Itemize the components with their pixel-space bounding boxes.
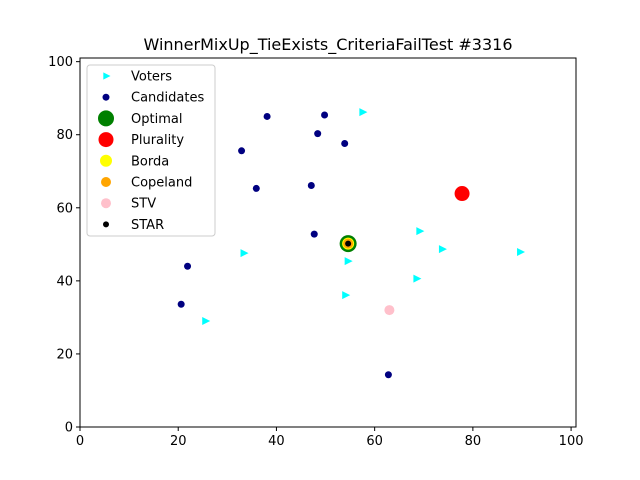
plot-frame	[79, 57, 577, 428]
legend-label-star: STAR	[131, 218, 164, 233]
voters-point-4	[517, 247, 526, 256]
candidates-point-1	[263, 112, 271, 120]
legend-label-copeland: Copeland	[131, 176, 192, 191]
legend-label-borda: Borda	[131, 154, 169, 169]
x-tick-label-20: 20	[170, 434, 187, 449]
y-axis: 0 20 40 60 80 100	[48, 55, 80, 436]
voters-point-1	[359, 108, 368, 117]
legend-marker-optimal	[98, 110, 114, 127]
x-tick-label-60: 60	[366, 434, 383, 449]
candidates-point-2	[321, 111, 329, 119]
voters-point-3	[438, 245, 447, 254]
legend-marker-candidates	[102, 93, 110, 101]
candidates-point-10	[184, 262, 192, 270]
legend-label-candidates: Candidates	[131, 91, 204, 106]
legend-marker-voters	[103, 72, 111, 80]
y-tick-label-40: 40	[56, 274, 73, 289]
star-point-1	[345, 240, 352, 247]
y-tick-label-0: 0	[65, 421, 73, 436]
legend-label-voters: Voters	[131, 70, 172, 85]
candidates-point-12	[384, 371, 392, 379]
candidates-point-7	[252, 184, 260, 192]
legend-label-optimal: Optimal	[131, 112, 182, 127]
y-tick-label-60: 60	[56, 201, 73, 216]
legend-marker-copeland	[101, 177, 111, 187]
plot-area	[177, 108, 526, 379]
voters-point-6	[344, 257, 353, 266]
x-tick-label-0: 0	[76, 434, 84, 449]
voters-point-9	[202, 317, 211, 326]
legend-label-stv: STV	[131, 197, 156, 212]
y-tick-label-100: 100	[48, 55, 73, 70]
stv-point-1	[384, 305, 395, 316]
chart-title: WinnerMixUp_TieExists_CriteriaFailTest #…	[143, 35, 512, 55]
legend-marker-plurality	[98, 132, 114, 148]
y-tick-label-20: 20	[56, 347, 73, 362]
candidates-point-3	[314, 130, 322, 138]
legend: Voters Candidates Optimal Plurality Borda Cop…	[86, 64, 216, 237]
candidates-point-5	[238, 147, 246, 155]
voters-point-2	[416, 227, 425, 236]
legend-marker-star	[103, 221, 109, 228]
x-tick-label-100: 100	[559, 434, 584, 449]
x-tick-label-40: 40	[268, 434, 285, 449]
voters-point-7	[413, 274, 422, 283]
candidates-point-4	[341, 139, 349, 147]
voters-point-5	[240, 249, 249, 258]
legend-label-plurality: Plurality	[131, 133, 184, 148]
legend-marker-borda	[100, 154, 112, 167]
candidates-point-6	[307, 182, 315, 190]
plurality-point-1	[454, 186, 470, 202]
candidates-point-8	[310, 230, 318, 238]
x-tick-label-80: 80	[465, 434, 482, 449]
voters-point-8	[342, 291, 351, 300]
candidates-point-11	[177, 300, 185, 308]
x-axis: 0 20 40 60 80 100	[76, 427, 584, 449]
legend-marker-stv	[101, 198, 111, 209]
legend-box	[86, 64, 216, 237]
y-tick-label-80: 80	[56, 128, 73, 143]
